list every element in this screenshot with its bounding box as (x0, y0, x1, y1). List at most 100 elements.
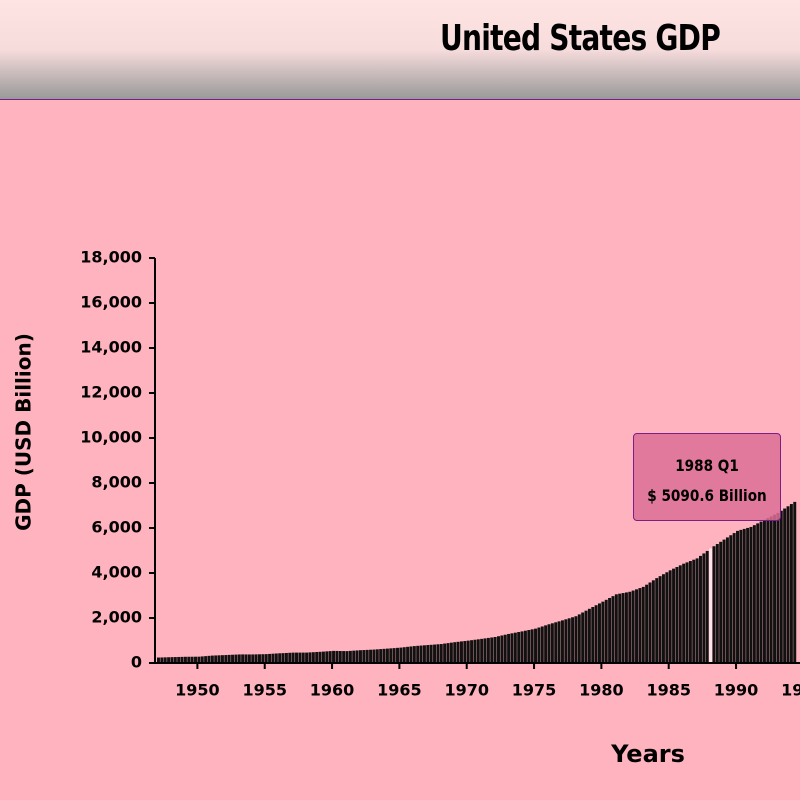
bar (476, 639, 480, 663)
bar (571, 617, 575, 663)
bar (399, 647, 403, 663)
bar (591, 607, 595, 663)
bar (291, 652, 295, 663)
bar (544, 625, 548, 663)
x-tick-label: 1955 (242, 681, 287, 700)
bar (699, 555, 702, 663)
bar (692, 559, 696, 663)
bar (587, 608, 591, 663)
bar (167, 657, 171, 663)
bar (517, 632, 521, 663)
bar (328, 651, 332, 663)
bar (466, 640, 470, 663)
bar (345, 651, 349, 663)
bar (547, 624, 551, 663)
bar (577, 614, 581, 663)
bar (463, 641, 467, 663)
bar (638, 588, 642, 663)
bar (584, 610, 588, 663)
bar (608, 597, 612, 663)
bar (574, 616, 578, 663)
bar (197, 656, 201, 663)
bar (500, 635, 504, 663)
bar (550, 623, 554, 663)
bar (369, 649, 373, 663)
bar (419, 645, 423, 663)
bar (655, 578, 659, 663)
bar (412, 646, 416, 663)
bar (534, 628, 538, 663)
bar (486, 637, 490, 663)
bar (251, 654, 255, 663)
bar (231, 654, 235, 663)
bar (375, 649, 379, 663)
bar (247, 654, 251, 663)
bar (520, 631, 524, 663)
bar (712, 546, 716, 663)
bar (456, 641, 460, 663)
bar (163, 657, 167, 663)
bar (594, 605, 598, 663)
bar (268, 653, 272, 663)
x-tick-label: 1980 (579, 681, 624, 700)
bar (749, 526, 753, 663)
bar (762, 519, 766, 663)
y-axis-label: GDP (USD Billion) (12, 333, 36, 531)
bar (752, 525, 756, 663)
bar (409, 646, 413, 663)
bar (200, 656, 204, 663)
bar (725, 537, 729, 663)
bar (157, 657, 160, 663)
bar (672, 568, 676, 663)
x-tick-label: 1970 (444, 681, 489, 700)
x-axis-label: Years (610, 740, 685, 768)
bar (170, 657, 174, 663)
bar (695, 558, 699, 663)
tooltip: 1988 Q1 $ 5090.6 Billion (633, 433, 781, 521)
bar (271, 653, 275, 663)
bar (257, 654, 261, 663)
bar (173, 657, 177, 663)
bar (362, 650, 366, 663)
y-tick-label: 12,000 (80, 383, 142, 402)
bar (459, 641, 463, 663)
chart-title: United States GDP (440, 18, 721, 59)
bar (624, 592, 628, 663)
bar (325, 651, 329, 663)
bar (396, 647, 399, 663)
bar (446, 643, 450, 663)
bar (224, 655, 228, 663)
bar (523, 630, 527, 663)
bar (557, 621, 561, 663)
bar (264, 654, 268, 663)
bar (453, 642, 457, 663)
bar (470, 640, 474, 663)
bar (281, 653, 285, 663)
y-tick-label: 4,000 (91, 563, 142, 582)
bar (358, 650, 362, 663)
bar (611, 596, 615, 663)
bar (342, 651, 346, 663)
bar (736, 530, 740, 663)
bar (779, 510, 783, 663)
bar (187, 656, 191, 663)
bar (661, 574, 665, 663)
bar (682, 563, 686, 663)
bar (210, 655, 214, 663)
bar (315, 651, 319, 663)
bar (254, 654, 258, 663)
bar (497, 636, 500, 663)
tooltip-title: 1988 Q1 (675, 456, 739, 475)
bar (783, 508, 787, 663)
bar (688, 561, 692, 663)
bar (220, 655, 224, 663)
bar (510, 633, 514, 663)
bar (715, 544, 719, 663)
bar (537, 627, 541, 663)
y-tick-label: 2,000 (91, 608, 142, 627)
bar (564, 619, 568, 663)
bar (567, 618, 571, 663)
bar (614, 594, 618, 663)
